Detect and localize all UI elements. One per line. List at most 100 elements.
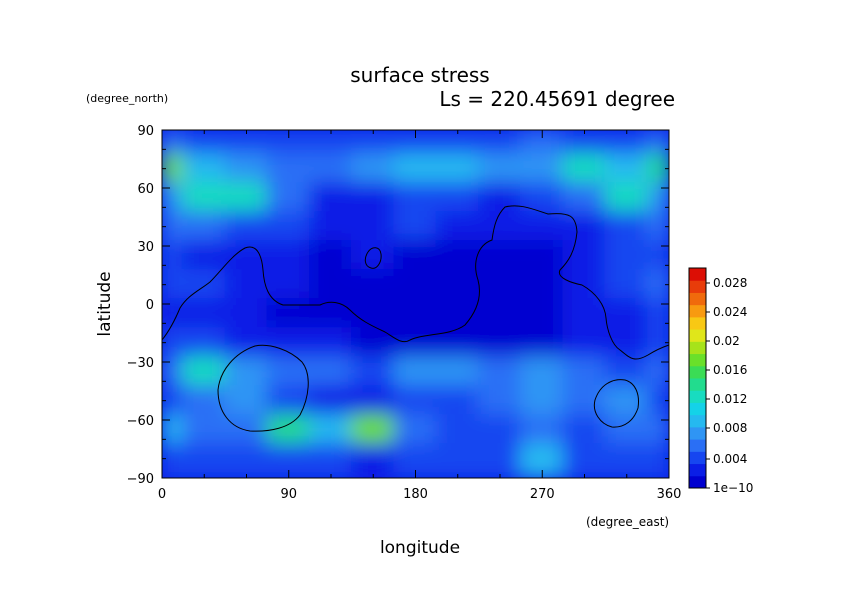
colorbar-label: 0.024 bbox=[713, 305, 747, 319]
colorbar-swatch bbox=[689, 280, 706, 293]
x-unit-label: (degree_east) bbox=[586, 515, 669, 529]
heatmap-cell bbox=[604, 269, 649, 301]
heatmap-cell bbox=[604, 298, 649, 330]
heatmap-cell bbox=[182, 269, 227, 301]
heatmap-cell bbox=[393, 153, 438, 185]
heatmap-cell bbox=[604, 182, 649, 214]
heatmap-cell bbox=[224, 182, 269, 214]
heatmap-cell bbox=[562, 327, 607, 359]
heatmap-cell bbox=[308, 130, 354, 156]
heatmap-cell bbox=[520, 240, 565, 272]
heatmap-cell bbox=[435, 130, 480, 156]
heatmap-cell bbox=[435, 211, 480, 243]
heatmap-cell bbox=[393, 240, 438, 272]
colorbar-label: 0.016 bbox=[713, 363, 747, 377]
heatmap-cell bbox=[646, 385, 669, 417]
heatmap-cell bbox=[182, 153, 227, 185]
heatmap-cell bbox=[604, 153, 649, 185]
heatmap-cell bbox=[604, 443, 649, 478]
heatmap-cell bbox=[308, 153, 354, 185]
y-tick-label: 30 bbox=[137, 240, 154, 255]
heatmap-cell bbox=[393, 211, 438, 243]
y-unit-label: (degree_north) bbox=[86, 92, 168, 105]
heatmap-cell bbox=[520, 153, 565, 185]
heatmap-cell bbox=[351, 153, 396, 185]
heatmap-cell bbox=[477, 211, 523, 243]
heatmap-cell bbox=[393, 414, 438, 446]
heatmap-cell bbox=[562, 182, 607, 214]
heatmap-cell bbox=[477, 356, 523, 388]
heatmap-cell bbox=[308, 211, 354, 243]
heatmap-cell bbox=[646, 182, 669, 214]
y-axis-label: latitude bbox=[95, 271, 115, 336]
heatmap-cell bbox=[162, 240, 185, 272]
x-tick-label: 360 bbox=[657, 487, 682, 502]
colorbar-label: 0.028 bbox=[713, 276, 747, 290]
colorbar-swatch bbox=[689, 341, 706, 355]
heatmap-cell bbox=[162, 443, 185, 478]
heatmap-cell bbox=[562, 298, 607, 330]
heatmap-cell bbox=[520, 327, 565, 359]
heatmap-cell bbox=[435, 385, 480, 417]
heatmap-cell bbox=[646, 211, 669, 243]
heatmap-cell bbox=[646, 356, 669, 388]
topography-contours bbox=[161, 205, 670, 432]
y-tick-label: −30 bbox=[127, 356, 154, 371]
colorbar-label: 0.02 bbox=[713, 334, 740, 348]
colorbar-swatch bbox=[689, 463, 706, 477]
contour-small-island bbox=[364, 247, 382, 269]
heatmap-cell bbox=[351, 414, 396, 446]
heatmap-cell bbox=[351, 298, 396, 330]
y-axis: 90 60 30 0 −30 −60 −90 bbox=[127, 124, 669, 487]
heatmap-cell bbox=[308, 443, 354, 478]
heatmap-cell bbox=[477, 443, 523, 478]
chart-title: surface stress bbox=[350, 63, 489, 87]
heatmap-cell bbox=[477, 240, 523, 272]
heatmap-cell bbox=[224, 443, 269, 478]
colorbar: 0.028 0.024 0.02 0.016 0.012 0.008 0.004 1e−10 bbox=[688, 267, 753, 495]
heatmap-cell bbox=[351, 327, 396, 359]
heatmap-cell bbox=[393, 269, 438, 301]
heatmap-cell bbox=[224, 153, 269, 185]
heatmap-cell bbox=[646, 414, 669, 446]
heatmap-cell bbox=[604, 211, 649, 243]
colorbar-swatch bbox=[689, 292, 706, 306]
heatmap-cell bbox=[435, 298, 480, 330]
heatmap-cell bbox=[646, 443, 669, 478]
x-tick-label: 270 bbox=[530, 487, 555, 502]
heatmap-cell bbox=[562, 356, 607, 388]
heatmap-cell bbox=[162, 211, 185, 243]
heatmap-cell bbox=[393, 298, 438, 330]
heatmap-cell bbox=[562, 153, 607, 185]
heatmap-cell bbox=[266, 298, 311, 330]
heatmap-cell bbox=[520, 414, 565, 446]
heatmap-cell bbox=[162, 414, 185, 446]
colorbar-label: 0.012 bbox=[713, 392, 747, 406]
heatmap-cell bbox=[162, 298, 185, 330]
heatmap-cell bbox=[646, 240, 669, 272]
heatmap-cell bbox=[182, 211, 227, 243]
heatmap-cell bbox=[266, 269, 311, 301]
heatmap-cell bbox=[477, 298, 523, 330]
heatmap-cell bbox=[308, 327, 354, 359]
heatmap-cell bbox=[477, 414, 523, 446]
heatmap-cell bbox=[162, 130, 185, 156]
colorbar-swatch bbox=[689, 390, 706, 403]
colorbar-swatch bbox=[689, 475, 706, 489]
y-tick-label: 90 bbox=[137, 124, 154, 139]
heatmap-cell bbox=[351, 211, 396, 243]
heatmap-cell bbox=[435, 443, 480, 478]
colorbar-swatch bbox=[689, 268, 706, 281]
heatmap-cell bbox=[604, 414, 649, 446]
heatmap-cell bbox=[224, 269, 269, 301]
heatmap-cell bbox=[224, 130, 269, 156]
heatmap-cell bbox=[477, 327, 523, 359]
x-axis: 0 90 180 270 360 bbox=[158, 130, 682, 502]
heatmap-cell bbox=[477, 269, 523, 301]
contour-south-basin-east bbox=[593, 379, 639, 428]
colorbar-swatch bbox=[689, 304, 706, 318]
x-tick-label: 180 bbox=[403, 487, 428, 502]
heatmap-cell bbox=[520, 182, 565, 214]
heatmap-cell bbox=[224, 327, 269, 359]
